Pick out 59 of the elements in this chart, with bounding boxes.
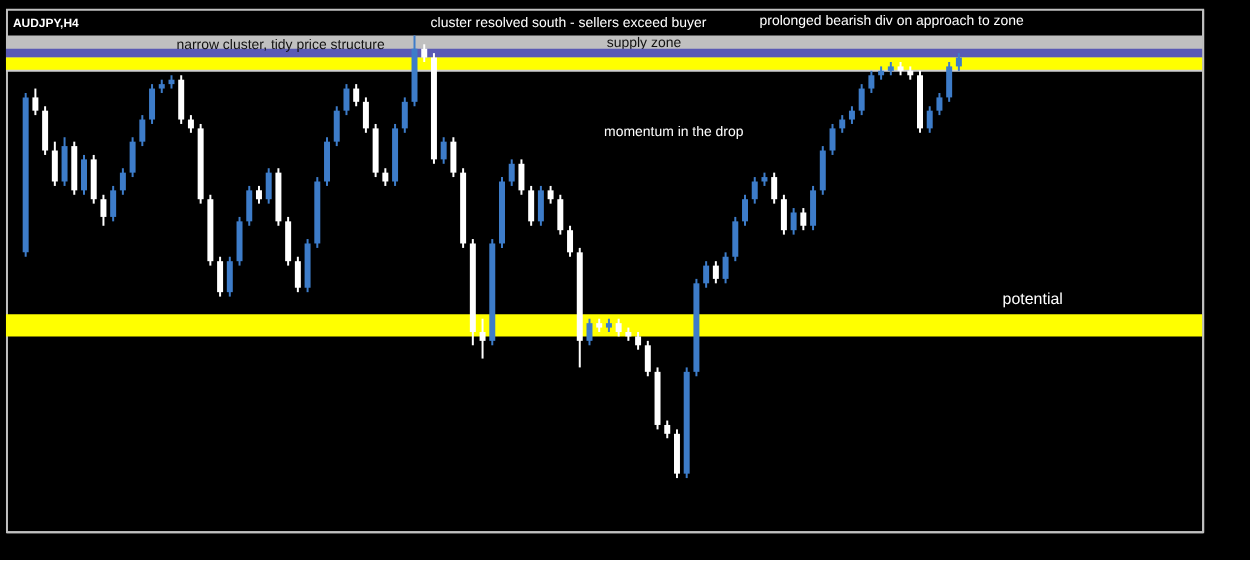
candlestick (537, 184, 544, 227)
candlestick (771, 171, 778, 205)
candlestick (353, 83, 360, 108)
candlestick (508, 158, 515, 187)
candlestick (401, 96, 408, 134)
candlestick (178, 74, 185, 125)
candlestick (751, 176, 758, 205)
candlestick (868, 69, 875, 94)
candlestick (722, 251, 729, 285)
candlestick (567, 224, 574, 258)
candlestick (285, 215, 292, 267)
candlestick (110, 184, 117, 223)
candlestick (926, 105, 933, 134)
candlestick (226, 255, 233, 298)
candlestick (294, 255, 301, 294)
candlestick (858, 83, 865, 117)
candlestick (100, 193, 107, 227)
candlestick (61, 136, 68, 187)
candlestick (149, 83, 156, 125)
candlestick (557, 193, 564, 236)
candlestick (528, 184, 535, 227)
candlestick (742, 193, 749, 227)
candlestick (333, 105, 340, 148)
candlestick (644, 339, 651, 378)
band-label: potential (1002, 290, 1064, 309)
candlestick (450, 136, 457, 179)
candlestick (90, 153, 97, 205)
candlestick (819, 145, 826, 196)
candlestick (372, 122, 379, 179)
candlestick (800, 207, 807, 232)
candlestick (712, 260, 719, 285)
candlestick (42, 105, 49, 156)
candlestick (673, 428, 680, 480)
candlestick (479, 317, 486, 360)
candlestick (139, 114, 146, 148)
candlestick (304, 238, 311, 294)
candlestick (71, 140, 78, 196)
candlestick (790, 207, 797, 236)
candlestick (324, 136, 331, 187)
candlestick (217, 255, 224, 298)
candlestick (810, 184, 817, 232)
candlestick (518, 158, 525, 196)
candlestick (946, 60, 953, 103)
candlestick (362, 96, 369, 134)
candlestick (732, 215, 739, 263)
candlestick (586, 317, 593, 347)
candlestick (936, 91, 943, 117)
candlestick (265, 167, 272, 205)
candlestick (129, 136, 136, 179)
candlestick (780, 193, 787, 236)
candlestick (119, 167, 126, 196)
candlestick (32, 87, 39, 117)
candlestick (343, 83, 350, 117)
candlestick (236, 215, 243, 267)
candlestick (246, 184, 253, 227)
candlestick (440, 136, 447, 165)
candlestick (81, 153, 87, 196)
candlestick (703, 260, 710, 289)
candlestick (51, 140, 58, 187)
